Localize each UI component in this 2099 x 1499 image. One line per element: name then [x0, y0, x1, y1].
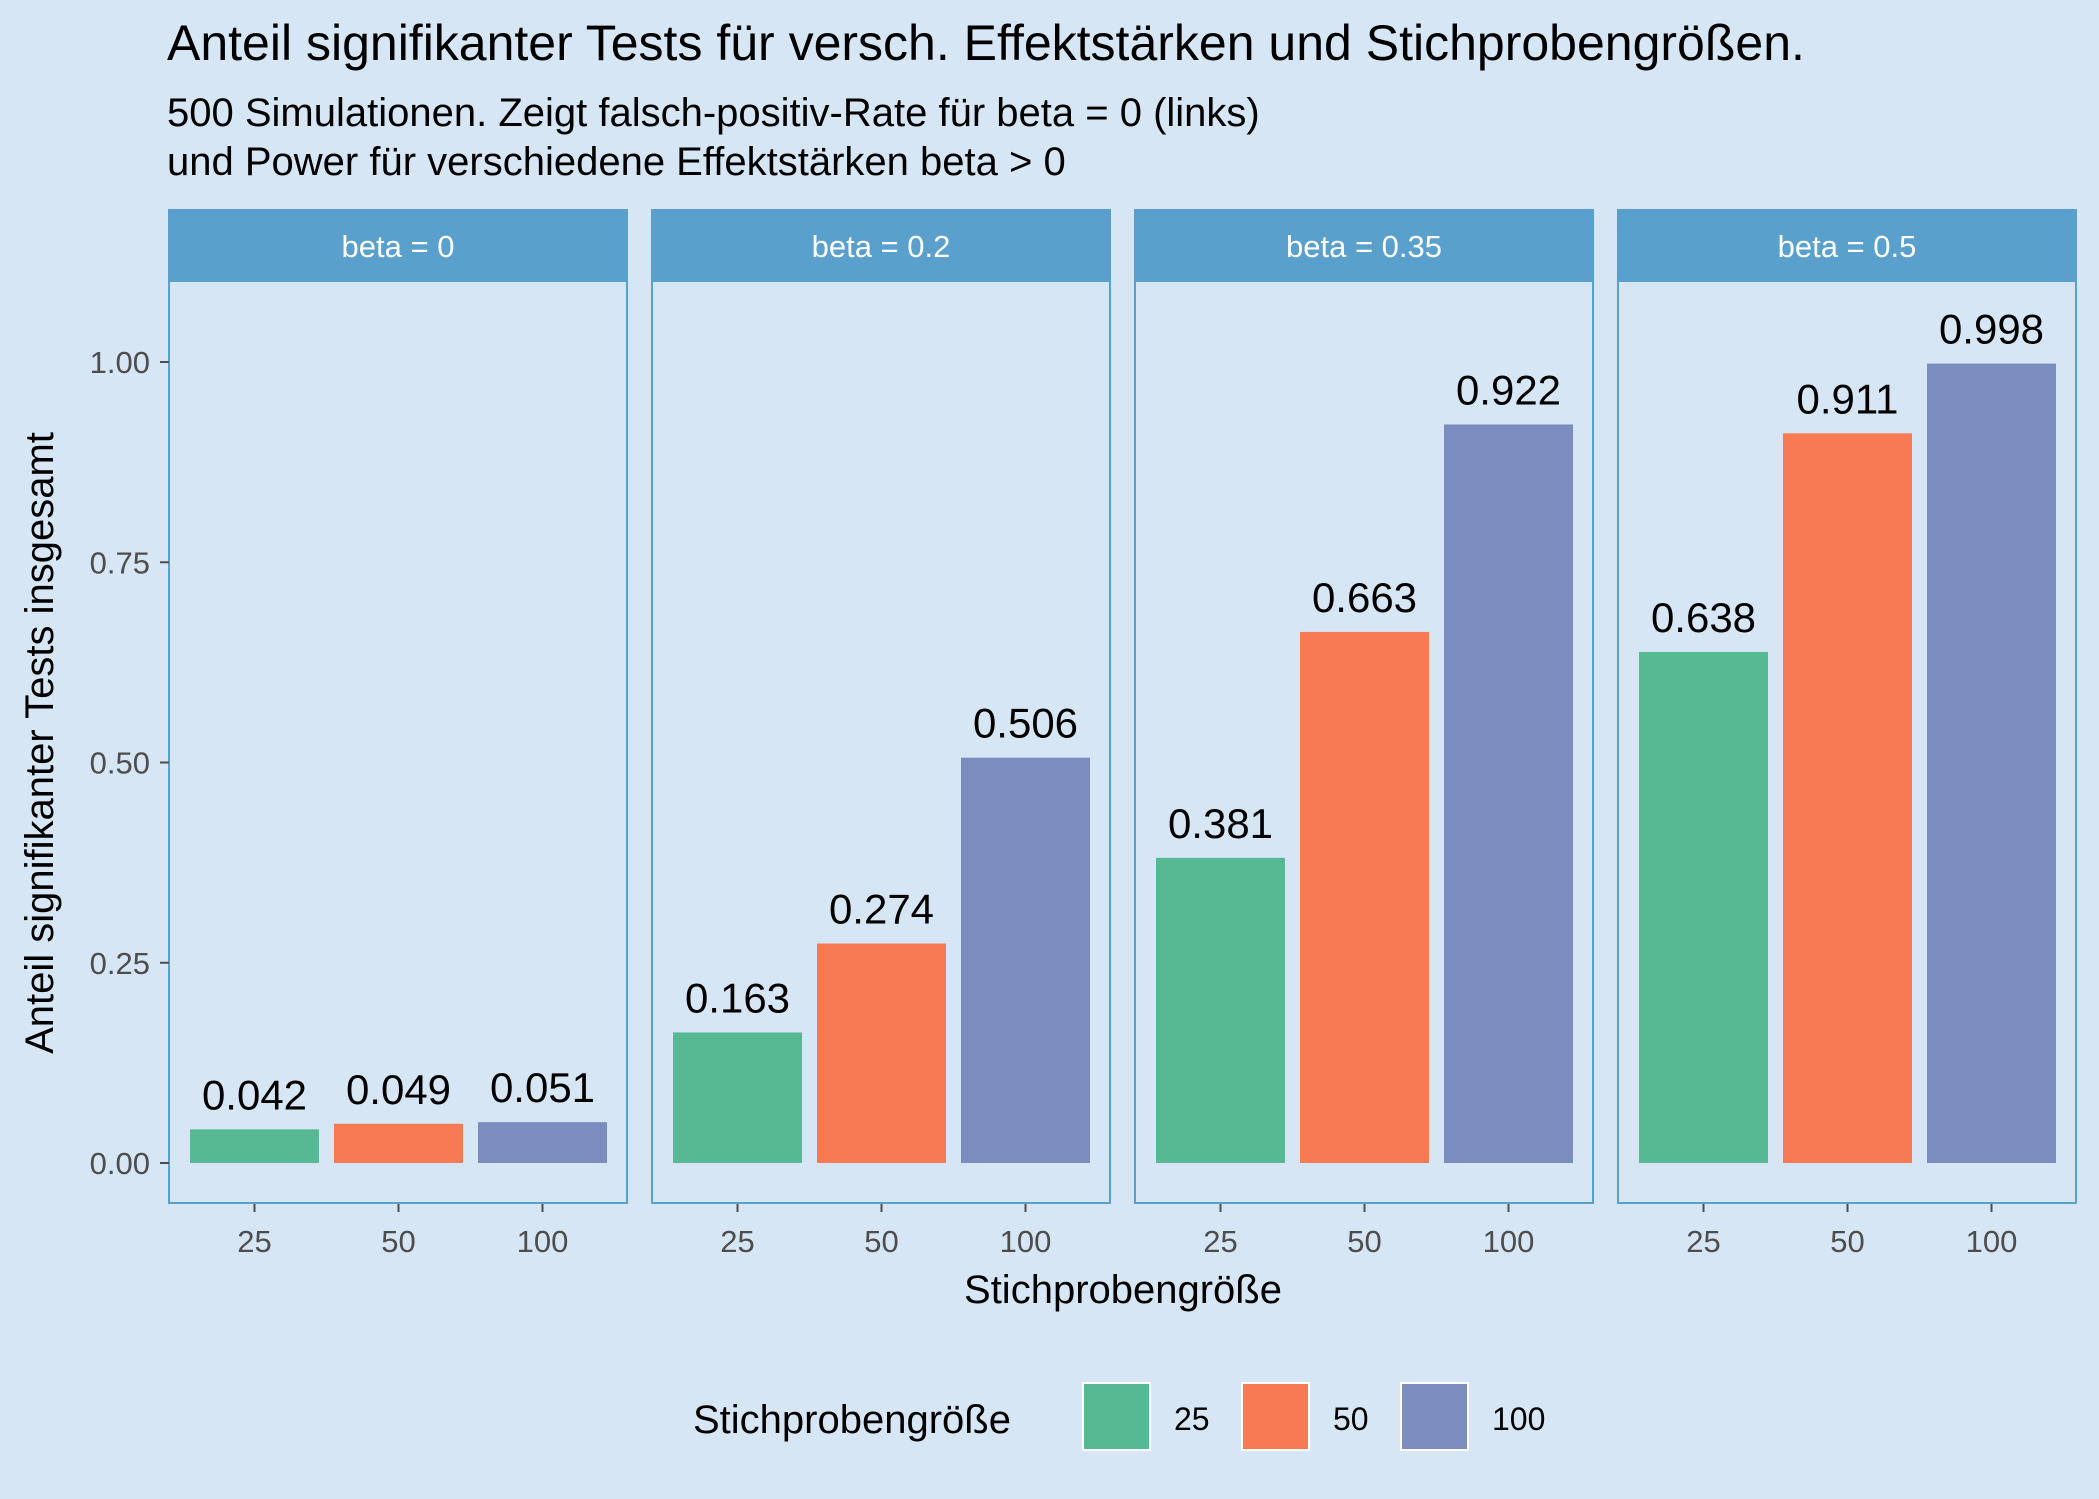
bar	[1156, 857, 1285, 1163]
x-tick-label: 25	[720, 1224, 754, 1259]
facet-strip	[1618, 210, 2076, 282]
y-axis: 0.00 0.25 0.50 0.75 1.00	[90, 345, 169, 1181]
bar	[673, 1032, 802, 1163]
x-tick-label: 100	[1000, 1224, 1052, 1259]
x-tick-label: 100	[1966, 1224, 2018, 1259]
x-tick-label: 100	[517, 1224, 569, 1259]
y-tick-label: 0.00	[90, 1146, 150, 1181]
bar	[1783, 433, 1912, 1163]
facet-panel: beta = 0.35 0.381 25 0.663 50 0.922 100	[1134, 209, 1594, 1259]
facet-strip	[652, 210, 1110, 282]
bar-value-label: 0.051	[490, 1064, 595, 1111]
facet-strip-label: beta = 0.35	[1286, 229, 1442, 264]
legend-label: 50	[1333, 1401, 1369, 1437]
facet-strip	[169, 210, 627, 282]
y-tick-label: 1.00	[90, 345, 150, 380]
facet-strip	[1135, 210, 1593, 282]
bar-value-label: 0.506	[973, 700, 1078, 747]
x-tick-label: 50	[864, 1224, 898, 1259]
legend-label: 25	[1174, 1401, 1210, 1437]
facet-strip-label: beta = 0	[342, 229, 455, 264]
chart-subtitle-line-2: und Power für verschiedene Effektstärken…	[167, 140, 1066, 184]
x-tick-label: 25	[1203, 1224, 1237, 1259]
bar-value-label: 0.274	[829, 886, 934, 933]
bar	[1300, 631, 1429, 1163]
bar-value-label: 0.049	[346, 1066, 451, 1113]
y-axis-title: Anteil signifikanter Tests insgesamt	[18, 432, 62, 1054]
x-axis-title: Stichprobengröße	[964, 1268, 1282, 1312]
facet-panel-border	[1617, 209, 2077, 1204]
bar-value-label: 0.638	[1651, 594, 1756, 641]
facet-strip-label: beta = 0.2	[812, 229, 951, 264]
bar	[334, 1123, 463, 1163]
facet-panel-border	[651, 209, 1111, 1204]
y-tick-label: 0.75	[90, 545, 150, 580]
bar-value-label: 0.042	[202, 1071, 307, 1118]
legend-key	[1400, 1382, 1469, 1451]
x-tick-label: 50	[1347, 1224, 1381, 1259]
bar	[817, 943, 946, 1163]
facet-panel-border	[1134, 209, 1594, 1204]
facet-panel: beta = 0 0.042 25 0.049 50 0.051 100	[168, 209, 628, 1259]
bar-value-label: 0.998	[1939, 306, 2044, 353]
y-tick-label: 0.25	[90, 946, 150, 981]
legend-key	[1241, 1382, 1310, 1451]
x-tick-label: 50	[1830, 1224, 1864, 1259]
bar-value-label: 0.922	[1456, 366, 1561, 413]
chart-title: Anteil signifikanter Tests für versch. E…	[167, 15, 1805, 71]
legend-key	[1082, 1382, 1151, 1451]
bar	[1639, 651, 1768, 1163]
x-tick-label: 25	[1686, 1224, 1720, 1259]
facet-strip-label: beta = 0.5	[1778, 229, 1917, 264]
x-tick-label: 50	[381, 1224, 415, 1259]
legend-label: 100	[1492, 1401, 1545, 1437]
bar	[961, 757, 1090, 1163]
bar	[1927, 363, 2056, 1163]
bar	[478, 1122, 607, 1163]
facet-panel-border	[168, 209, 628, 1204]
legend: Stichprobengröße 25 50 100	[693, 1382, 1545, 1451]
bar	[1444, 424, 1573, 1163]
bar-value-label: 0.163	[685, 974, 790, 1021]
x-tick-label: 25	[237, 1224, 271, 1259]
legend-title: Stichprobengröße	[693, 1398, 1011, 1442]
x-tick-label: 100	[1483, 1224, 1535, 1259]
bar-value-label: 0.663	[1312, 574, 1417, 621]
bar-value-label: 0.911	[1797, 375, 1899, 422]
facet-panel: beta = 0.5 0.638 25 0.911 50 0.998 100	[1617, 209, 2077, 1259]
bar	[190, 1129, 319, 1163]
y-tick-label: 0.50	[90, 746, 150, 781]
bar-value-label: 0.381	[1168, 800, 1273, 847]
facet-panel: beta = 0.2 0.163 25 0.274 50 0.506 100	[651, 209, 1111, 1259]
chart-subtitle-line-1: 500 Simulationen. Zeigt falsch-positiv-R…	[167, 91, 1260, 135]
